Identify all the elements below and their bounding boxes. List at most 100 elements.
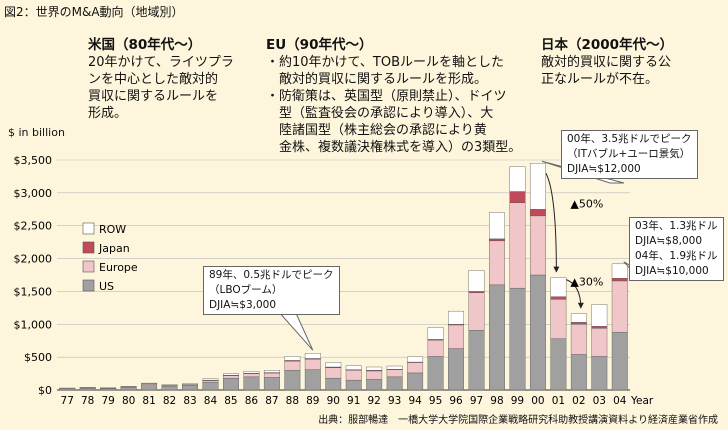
x-tick-label: 95 xyxy=(429,395,442,407)
bar-segment-row xyxy=(509,166,526,192)
bar-segment-japan xyxy=(611,278,628,282)
x-tick-label: 98 xyxy=(490,395,503,407)
eu-line: 陸諸国型（株主総会の承認により黄 xyxy=(266,123,487,138)
x-tick-label: 97 xyxy=(470,395,483,407)
bar-segment-europe xyxy=(243,373,260,378)
bar-segment-japan xyxy=(489,238,505,242)
bar-segment-row xyxy=(550,277,567,297)
bar-segment-europe xyxy=(509,202,526,289)
bar-segment-row xyxy=(79,387,96,389)
japan-line: 正なルールが不在。 xyxy=(541,72,659,87)
bar-segment-row xyxy=(427,327,444,340)
legend-swatch xyxy=(82,222,95,235)
bar-segment-us xyxy=(570,354,587,391)
y-tick-label: $2,500 xyxy=(14,220,53,233)
eu-heading: EU（90年代〜） xyxy=(266,37,373,53)
note-2003-2004: 03年、1.3兆ドル DJIA≒$8,000 04年、1.9兆ドル DJIA≒$… xyxy=(629,217,724,281)
bar-segment-us xyxy=(407,372,424,391)
bar-segment-europe xyxy=(284,360,301,371)
bar-segment-us xyxy=(611,331,628,391)
x-tick-label: 90 xyxy=(327,395,340,407)
bar-segment-us xyxy=(325,377,342,391)
bar-segment-us xyxy=(386,376,403,391)
note-line: 04年、1.9兆ドル xyxy=(635,250,718,262)
bar-segment-us xyxy=(591,356,608,391)
eu-line: 型（監査役会の承認により導入）、大 xyxy=(266,106,494,121)
bar-segment-europe xyxy=(529,215,546,276)
drop-arrow-50-head xyxy=(553,266,560,273)
note-line: 89年、0.5兆ドルでピーク xyxy=(209,269,334,281)
drop-arrow-50 xyxy=(545,173,557,272)
bar-segment-row xyxy=(345,365,362,370)
bar-segment-row xyxy=(366,366,383,371)
japan-line: 敵対的買収に関する公 xyxy=(541,55,672,70)
legend-label: Japan xyxy=(98,242,130,255)
x-tick-label: 04 xyxy=(613,395,627,407)
note-1989-pointer xyxy=(276,310,314,351)
y-tick-label: $500 xyxy=(24,351,52,364)
bar-segment-row xyxy=(263,370,280,373)
bar-segment-us xyxy=(366,379,383,391)
bar-segment-us xyxy=(243,376,260,391)
note-line: DJIA≒$10,000 xyxy=(635,265,709,277)
x-tick-label: 00 xyxy=(531,395,544,407)
bar-segment-row xyxy=(448,310,465,325)
y-tick-label: $0 xyxy=(38,384,52,397)
legend-swatch xyxy=(82,260,95,273)
bar-segment-japan xyxy=(529,209,546,217)
bar-segment-us xyxy=(304,369,321,391)
y-axis-title: $ in billion xyxy=(8,126,65,139)
bar-segment-us xyxy=(202,381,219,391)
source-note: 出典：服部暢達 一橋大学大学院国際企業戦略研究科助教授講演資料より経済産業省作成 xyxy=(318,415,718,426)
japan-column: 日本（2000年代〜） 敵対的買収に関する公 正なルールが不在。 xyxy=(541,37,716,88)
bar-segment-row xyxy=(611,263,628,279)
bar-segment-row xyxy=(141,382,158,384)
eu-column: EU（90年代〜） ・約10年かけて、TOBルールを軸とした 敵対的買収に関する… xyxy=(266,37,528,156)
y-tick-label: $3,500 xyxy=(14,154,53,167)
bar-segment-europe xyxy=(263,372,280,378)
eu-line: ・防衛策は、英国型（原則禁止）、ドイツ xyxy=(266,89,507,104)
x-tick-label: 77 xyxy=(61,395,74,407)
note-line: 00年、3.5兆ドルでピーク xyxy=(567,133,692,145)
bar-segment-row xyxy=(591,304,608,327)
y-tick-label: $1,500 xyxy=(14,285,53,298)
x-tick-label: 82 xyxy=(163,395,176,407)
bar-segment-row xyxy=(284,356,301,361)
bar-segment-japan xyxy=(570,322,587,325)
x-tick-label: 86 xyxy=(245,395,259,407)
bar-segment-europe xyxy=(427,339,444,357)
y-tick-label: $2,000 xyxy=(14,253,53,266)
x-tick-label: 03 xyxy=(593,395,606,407)
us-line: ンを中心とした敵対的 xyxy=(88,72,219,87)
eu-line: 敵対的買収に関するルールを形成。 xyxy=(266,72,488,87)
note-line: （LBOブーム） xyxy=(209,284,283,296)
bar-segment-row xyxy=(529,163,546,210)
x-tick-label: 84 xyxy=(204,395,218,407)
japan-heading: 日本（2000年代〜） xyxy=(541,37,674,53)
bar-segment-us xyxy=(182,385,198,391)
x-tick-label: 88 xyxy=(286,395,299,407)
bar-segment-japan xyxy=(550,296,567,300)
x-tick-label: 93 xyxy=(388,395,401,407)
bar-segment-row xyxy=(325,362,342,368)
bar-segment-row xyxy=(386,365,403,370)
bar-segment-us xyxy=(161,385,178,391)
drop-label-30: ▲30% xyxy=(570,276,603,289)
legend-label: ROW xyxy=(99,223,126,236)
note-line: DJIA≒$8,000 xyxy=(635,235,703,247)
x-tick-label: 79 xyxy=(101,395,114,407)
bar-segment-row xyxy=(468,270,485,292)
y-tick-label: $3,000 xyxy=(14,187,53,200)
bar-segment-row xyxy=(243,371,260,374)
bar-segment-europe xyxy=(448,324,465,349)
us-line: 形成。 xyxy=(88,106,128,121)
us-heading: 米国（80年代〜） xyxy=(88,37,202,53)
bar-segment-row xyxy=(120,386,137,388)
bar-segment-europe xyxy=(468,292,485,331)
x-tick-label: 92 xyxy=(368,395,381,407)
bar-segment-europe xyxy=(489,240,505,286)
bar-segment-row xyxy=(304,353,321,359)
note-line: DJIA≒$12,000 xyxy=(567,163,641,175)
drop-arrow-30-head xyxy=(577,302,584,309)
bar-segment-europe xyxy=(345,370,362,381)
